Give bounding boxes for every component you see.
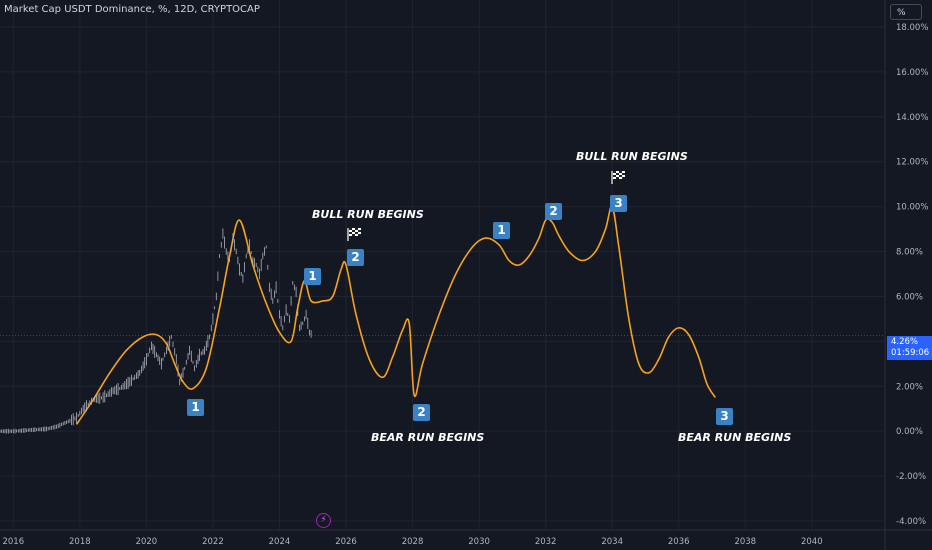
bar-countdown: 01:59:06 (891, 348, 930, 358)
x-tick-label: 2016 (2, 537, 24, 547)
x-tick-label: 2038 (734, 537, 756, 547)
last-price-value: 4.26% (891, 337, 919, 347)
bull-run-label-2: BULL RUN BEGINS (576, 150, 688, 163)
badge-1: 1 (493, 222, 510, 239)
y-tick-label: 18.00% (896, 23, 928, 33)
x-tick-label: 2022 (202, 537, 224, 547)
checkered-flag-icon (347, 228, 361, 241)
y-tick-label: 16.00% (896, 68, 928, 78)
series (0, 205, 717, 434)
grid (0, 0, 885, 530)
x-tick-label: 2040 (801, 537, 823, 547)
lightning-icon[interactable]: ⚡ (316, 513, 331, 528)
bear-run-label-2: BEAR RUN BEGINS (678, 431, 792, 444)
bull-run-label-1: BULL RUN BEGINS (312, 208, 424, 221)
x-tick-label: 2020 (136, 537, 158, 547)
badge-1: 1 (304, 268, 321, 285)
y-tick-label: 6.00% (896, 292, 923, 302)
badge-3: 3 (716, 408, 733, 425)
y-tick-label: 2.00% (896, 382, 923, 392)
y-tick-label: -4.00% (896, 517, 926, 527)
badge-3: 3 (610, 195, 627, 212)
badge-2: 2 (413, 404, 430, 421)
x-tick-label: 2024 (269, 537, 291, 547)
projection-line (75, 205, 717, 425)
y-tick-label: 8.00% (896, 248, 923, 258)
badge-2: 2 (545, 203, 562, 220)
y-tick-label: -2.00% (896, 472, 926, 482)
x-tick-label: 2028 (402, 537, 424, 547)
badge-1: 1 (187, 399, 204, 416)
y-tick-label: 12.00% (896, 158, 928, 168)
y-tick-label: 14.00% (896, 113, 928, 123)
unit-selector[interactable]: % (890, 4, 922, 20)
chart-title: Market Cap USDT Dominance, %, 12D, CRYPT… (4, 4, 260, 15)
x-tick-label: 2036 (668, 537, 690, 547)
x-tick-label: 2030 (468, 537, 490, 547)
x-tick-label: 2034 (601, 537, 623, 547)
y-tick-label: 0.00% (896, 427, 923, 437)
price-series (0, 228, 312, 434)
bear-run-label-1: BEAR RUN BEGINS (371, 431, 485, 444)
x-tick-label: 2032 (535, 537, 557, 547)
x-tick-label: 2026 (335, 537, 357, 547)
last-price-tag: 4.26% 01:59:06 (887, 336, 932, 360)
checkered-flag-icon (611, 171, 625, 184)
badge-2: 2 (347, 249, 364, 266)
y-tick-label: 10.00% (896, 203, 928, 213)
x-tick-label: 2018 (69, 537, 91, 547)
